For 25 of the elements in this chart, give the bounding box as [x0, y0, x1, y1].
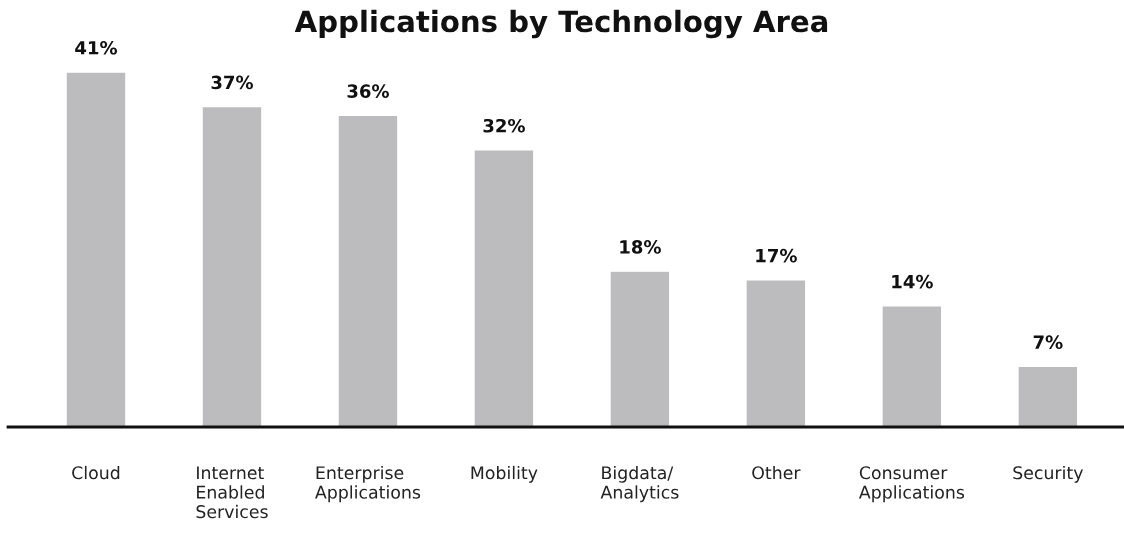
- chart-title: Applications by Technology Area: [294, 9, 828, 39]
- data-label: 18%: [620, 240, 661, 254]
- bar: [881, 305, 943, 427]
- x-tick-label: Enterprise Applications: [315, 465, 421, 503]
- x-tick-label: Cloud: [72, 465, 120, 480]
- data-label: 14%: [892, 274, 933, 289]
- x-tick-label: Security: [1013, 465, 1083, 483]
- bar: [65, 72, 127, 427]
- data-label: 7%: [1033, 335, 1063, 349]
- x-tick-label: Consumer Applications: [858, 466, 965, 503]
- data-label: 32%: [483, 118, 525, 133]
- bar: [609, 270, 671, 427]
- bar: [1017, 365, 1079, 427]
- data-label: 41%: [75, 40, 118, 55]
- bar: [201, 105, 263, 427]
- bar: [745, 279, 807, 427]
- bar: [473, 149, 535, 427]
- data-label: 17%: [756, 248, 797, 263]
- x-tick-label: Mobility: [471, 465, 538, 483]
- bar: [337, 114, 399, 427]
- x-tick-label: Internet Enabled Services: [196, 466, 268, 519]
- data-label: 37%: [211, 75, 253, 90]
- x-tick-label: Other: [752, 465, 801, 480]
- data-label: 36%: [347, 84, 389, 98]
- x-tick-label: Bigdata/ Analytics: [600, 465, 679, 503]
